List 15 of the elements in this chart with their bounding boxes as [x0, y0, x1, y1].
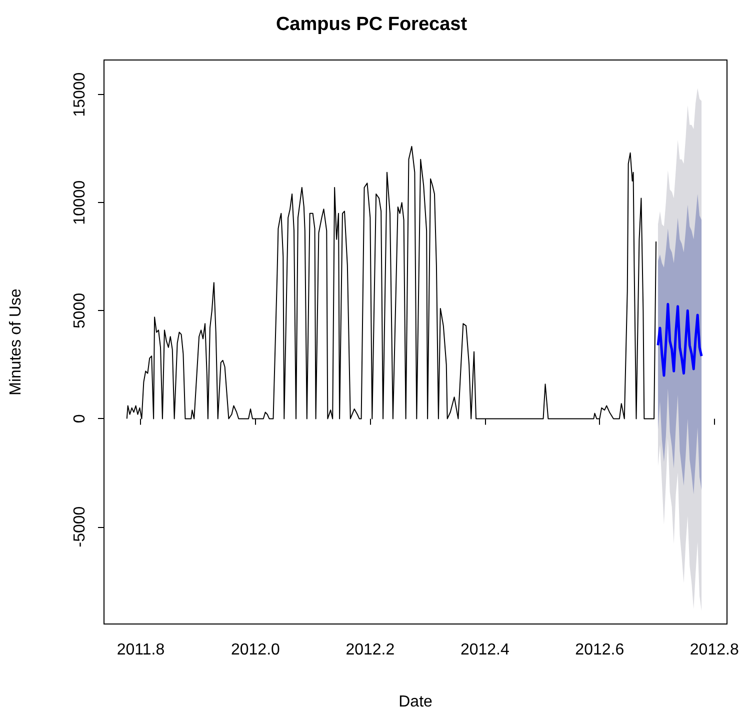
x-tick-label: 2011.8 [116, 642, 165, 658]
x-tick-label: 2012.8 [690, 642, 739, 658]
y-tick-label: 15000 [72, 72, 88, 117]
y-tick-label: -5000 [72, 506, 88, 548]
y-axis-title: Minutes of Use [8, 288, 24, 396]
line-series [656, 302, 703, 377]
y-tick-label: 0 [72, 414, 88, 424]
x-tick-label: 2012.6 [575, 642, 624, 658]
x-tick-label: 2012.4 [460, 642, 510, 658]
y-tick-label: 10000 [72, 180, 88, 225]
x-tick-label: 2012.0 [230, 642, 280, 658]
x-tick-label: 2012.2 [346, 642, 395, 658]
chart-title: Campus PC Forecast [276, 14, 468, 35]
x-axis-title: Date [398, 694, 432, 710]
y-tick-label: 5000 [72, 292, 88, 328]
